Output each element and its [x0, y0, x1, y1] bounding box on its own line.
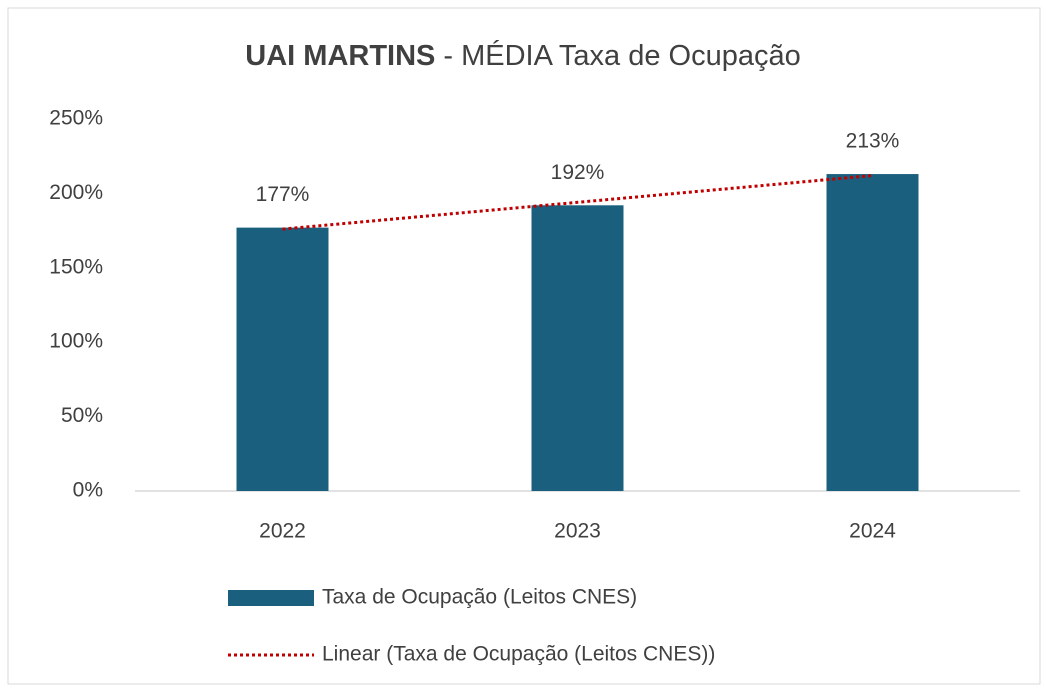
legend-label: Linear (Taxa de Ocupação (Leitos CNES)) — [322, 643, 715, 666]
x-tick-label: 2024 — [849, 520, 896, 543]
bar — [236, 227, 329, 491]
y-tick-label: 250% — [49, 107, 103, 130]
bar — [826, 174, 919, 491]
bar — [531, 205, 624, 491]
chart-title: UAI MARTINS - MÉDIA Taxa de Ocupação — [245, 39, 800, 72]
legend-swatch — [228, 590, 314, 606]
trendline — [282, 174, 873, 231]
title-bold: UAI MARTINS — [245, 40, 435, 72]
x-tick-label: 2023 — [554, 520, 601, 543]
x-tick-label: 2022 — [259, 520, 306, 543]
data-label: 213% — [846, 130, 900, 153]
y-tick-label: 0% — [73, 479, 103, 502]
data-label: 177% — [256, 183, 310, 206]
title-rest: - MÉDIA Taxa de Ocupação — [443, 39, 800, 72]
y-tick-label: 150% — [49, 255, 103, 278]
data-label: 192% — [551, 161, 605, 184]
y-tick-label: 200% — [49, 181, 103, 204]
legend-label: Taxa de Ocupação (Leitos CNES) — [322, 586, 637, 609]
y-tick-label: 100% — [49, 330, 103, 353]
y-tick-label: 50% — [61, 404, 103, 427]
